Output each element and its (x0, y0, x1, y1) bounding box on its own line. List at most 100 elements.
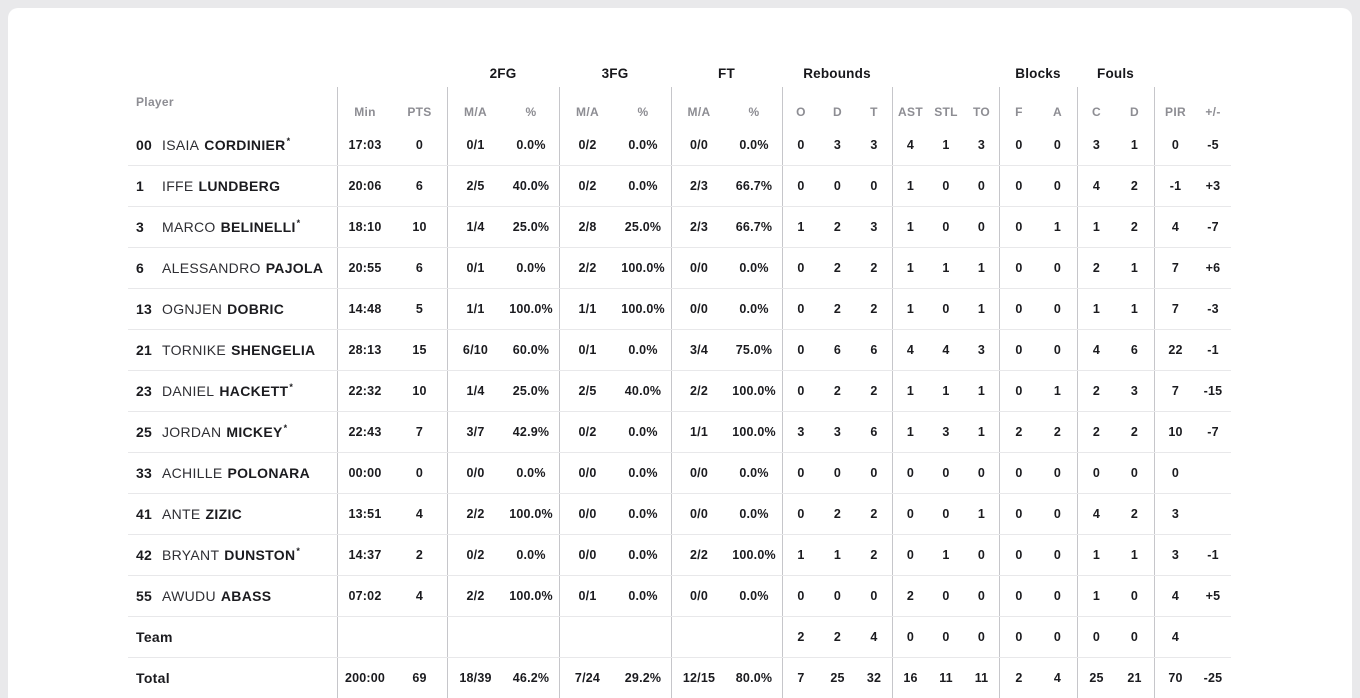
stat-ft-ma: 0/0 (671, 125, 726, 165)
stat-reb-d: 2 (833, 507, 842, 521)
stat-to: 1 (977, 425, 986, 439)
player-last-name: DUNSTON (224, 547, 296, 563)
group-label-2fg: 2FG (489, 65, 517, 81)
stat-stl: 0 (942, 507, 950, 521)
stat-2fg-ma: 0/1 (447, 248, 503, 288)
stat-min: 07:02 (337, 576, 392, 616)
stat-3fg-ma: 2/2 (559, 248, 615, 288)
stat-fouls-drawn: 2 (1130, 507, 1139, 521)
stat-fouls-committed: 2 (1077, 371, 1115, 411)
stat-reb-t: 6 (870, 425, 878, 439)
stat-stl: 0 (942, 630, 950, 644)
stat-pts: 6 (415, 179, 424, 193)
stat-blocks-against: 4 (1053, 671, 1062, 685)
player-first-name: OGNJEN (162, 301, 223, 317)
stat-ft-ma: 0/0 (671, 494, 726, 534)
table-rows: 00 ISAIA CORDINIER * 17:03 0 0/1 0.0% 0/2 0… (128, 125, 1231, 698)
jersey-number: 25 (136, 424, 152, 440)
stat-to: 0 (977, 466, 986, 480)
player-last-name: SHENGELIA (231, 342, 316, 358)
stat-ft-pct: 80.0% (735, 671, 773, 685)
stat-3fg-ma: 7/24 (559, 658, 615, 698)
stat-pts: 10 (412, 384, 427, 398)
stat-plus-minus: -1 (1207, 548, 1219, 562)
stat-plus-minus: -5 (1207, 138, 1219, 152)
stat-stl: 1 (942, 138, 950, 152)
stat-plus-minus: -7 (1207, 220, 1219, 234)
stat-reb-t: 2 (870, 261, 878, 275)
stat-ft-pct: 0.0% (739, 302, 769, 316)
stat-3fg-pct: 0.0% (628, 138, 658, 152)
stat-plus-minus (1196, 494, 1230, 534)
stat-3fg-ma: 0/1 (559, 576, 615, 616)
stat-reb-d: 2 (833, 220, 842, 234)
stat-ft-ma: 0/0 (671, 453, 726, 493)
stat-stl: 0 (942, 589, 950, 603)
stat-to: 3 (977, 138, 986, 152)
stat-reb-o: 3 (782, 412, 819, 452)
stat-blocks-favor: 2 (999, 658, 1038, 698)
stat-plus-minus: -1 (1207, 343, 1219, 357)
stat-min: 18:10 (337, 207, 392, 247)
stat-ft-pct: 0.0% (739, 589, 769, 603)
stat-2fg-ma: 1/4 (447, 371, 503, 411)
stat-blocks-against: 0 (1053, 466, 1062, 480)
stat-3fg-ma: 1/1 (559, 289, 615, 329)
stat-blocks-favor: 0 (999, 617, 1038, 657)
stat-blocks-favor: 2 (999, 412, 1038, 452)
stat-blocks-against: 0 (1053, 138, 1062, 152)
stat-blocks-favor: 0 (999, 207, 1038, 247)
header-stl: STL (934, 105, 958, 119)
stat-reb-o: 1 (782, 535, 819, 575)
stat-3fg-pct: 29.2% (624, 671, 662, 685)
stat-3fg-pct: 0.0% (628, 466, 658, 480)
stat-reb-d: 2 (833, 384, 842, 398)
table-row: 21 TORNIKE SHENGELIA 28:13 15 6/10 60.0% 0… (128, 329, 1231, 370)
stat-reb-d: 25 (830, 671, 845, 685)
stat-fouls-drawn: 1 (1130, 548, 1139, 562)
stat-3fg-ma: 0/2 (559, 166, 615, 206)
stat-pir: 7 (1154, 371, 1196, 411)
stat-blocks-favor: 0 (999, 166, 1038, 206)
stat-fouls-drawn: 2 (1130, 179, 1139, 193)
stat-fouls-committed: 4 (1077, 330, 1115, 370)
stat-fouls-committed: 0 (1077, 617, 1115, 657)
stat-reb-o: 7 (782, 658, 819, 698)
table-row: 55 AWUDU ABASS 07:02 4 2/2 100.0% 0/1 0.0%… (128, 575, 1231, 616)
stat-ast: 4 (892, 125, 928, 165)
stat-2fg-pct: 60.0% (512, 343, 550, 357)
stat-min (337, 617, 392, 657)
header-reb-o: O (782, 87, 819, 125)
stat-2fg-pct: 40.0% (512, 179, 550, 193)
stat-plus-minus: -25 (1203, 671, 1223, 685)
stat-stl: 0 (942, 179, 950, 193)
stat-stl: 1 (942, 261, 950, 275)
stat-2fg-ma: 2/5 (447, 166, 503, 206)
stat-ft-ma: 0/0 (671, 576, 726, 616)
stat-stl: 4 (942, 343, 950, 357)
stat-2fg-pct: 0.0% (516, 261, 546, 275)
stat-fouls-committed: 1 (1077, 576, 1115, 616)
player-first-name: AWUDU (162, 588, 216, 604)
stat-3fg-ma (559, 617, 615, 657)
stat-3fg-pct: 25.0% (624, 220, 662, 234)
stat-blocks-against: 0 (1053, 507, 1062, 521)
stat-fouls-drawn: 1 (1130, 138, 1139, 152)
jersey-number: 21 (136, 342, 152, 358)
table-row: 3 MARCO BELINELLI * 18:10 10 1/4 25.0% 2/8 … (128, 206, 1231, 247)
stat-to: 0 (977, 589, 986, 603)
header-2fg-pct: % (525, 105, 537, 119)
stat-reb-o: 0 (782, 330, 819, 370)
stat-2fg-ma: 6/10 (447, 330, 503, 370)
starter-mark: * (283, 423, 288, 433)
jersey-number: 42 (136, 547, 152, 563)
stat-pts: 0 (415, 138, 424, 152)
stat-blocks-favor: 0 (999, 330, 1038, 370)
stat-plus-minus: +3 (1205, 179, 1221, 193)
table-row: 6 ALESSANDRO PAJOLA 20:55 6 0/1 0.0% 2/2 1… (128, 247, 1231, 288)
header-3fg-ma: M/A (559, 87, 615, 125)
header-reb-d: D (833, 105, 842, 119)
stat-plus-minus: +6 (1205, 261, 1221, 275)
stat-ft-pct: 100.0% (732, 384, 776, 398)
stat-2fg-pct: 25.0% (512, 384, 550, 398)
